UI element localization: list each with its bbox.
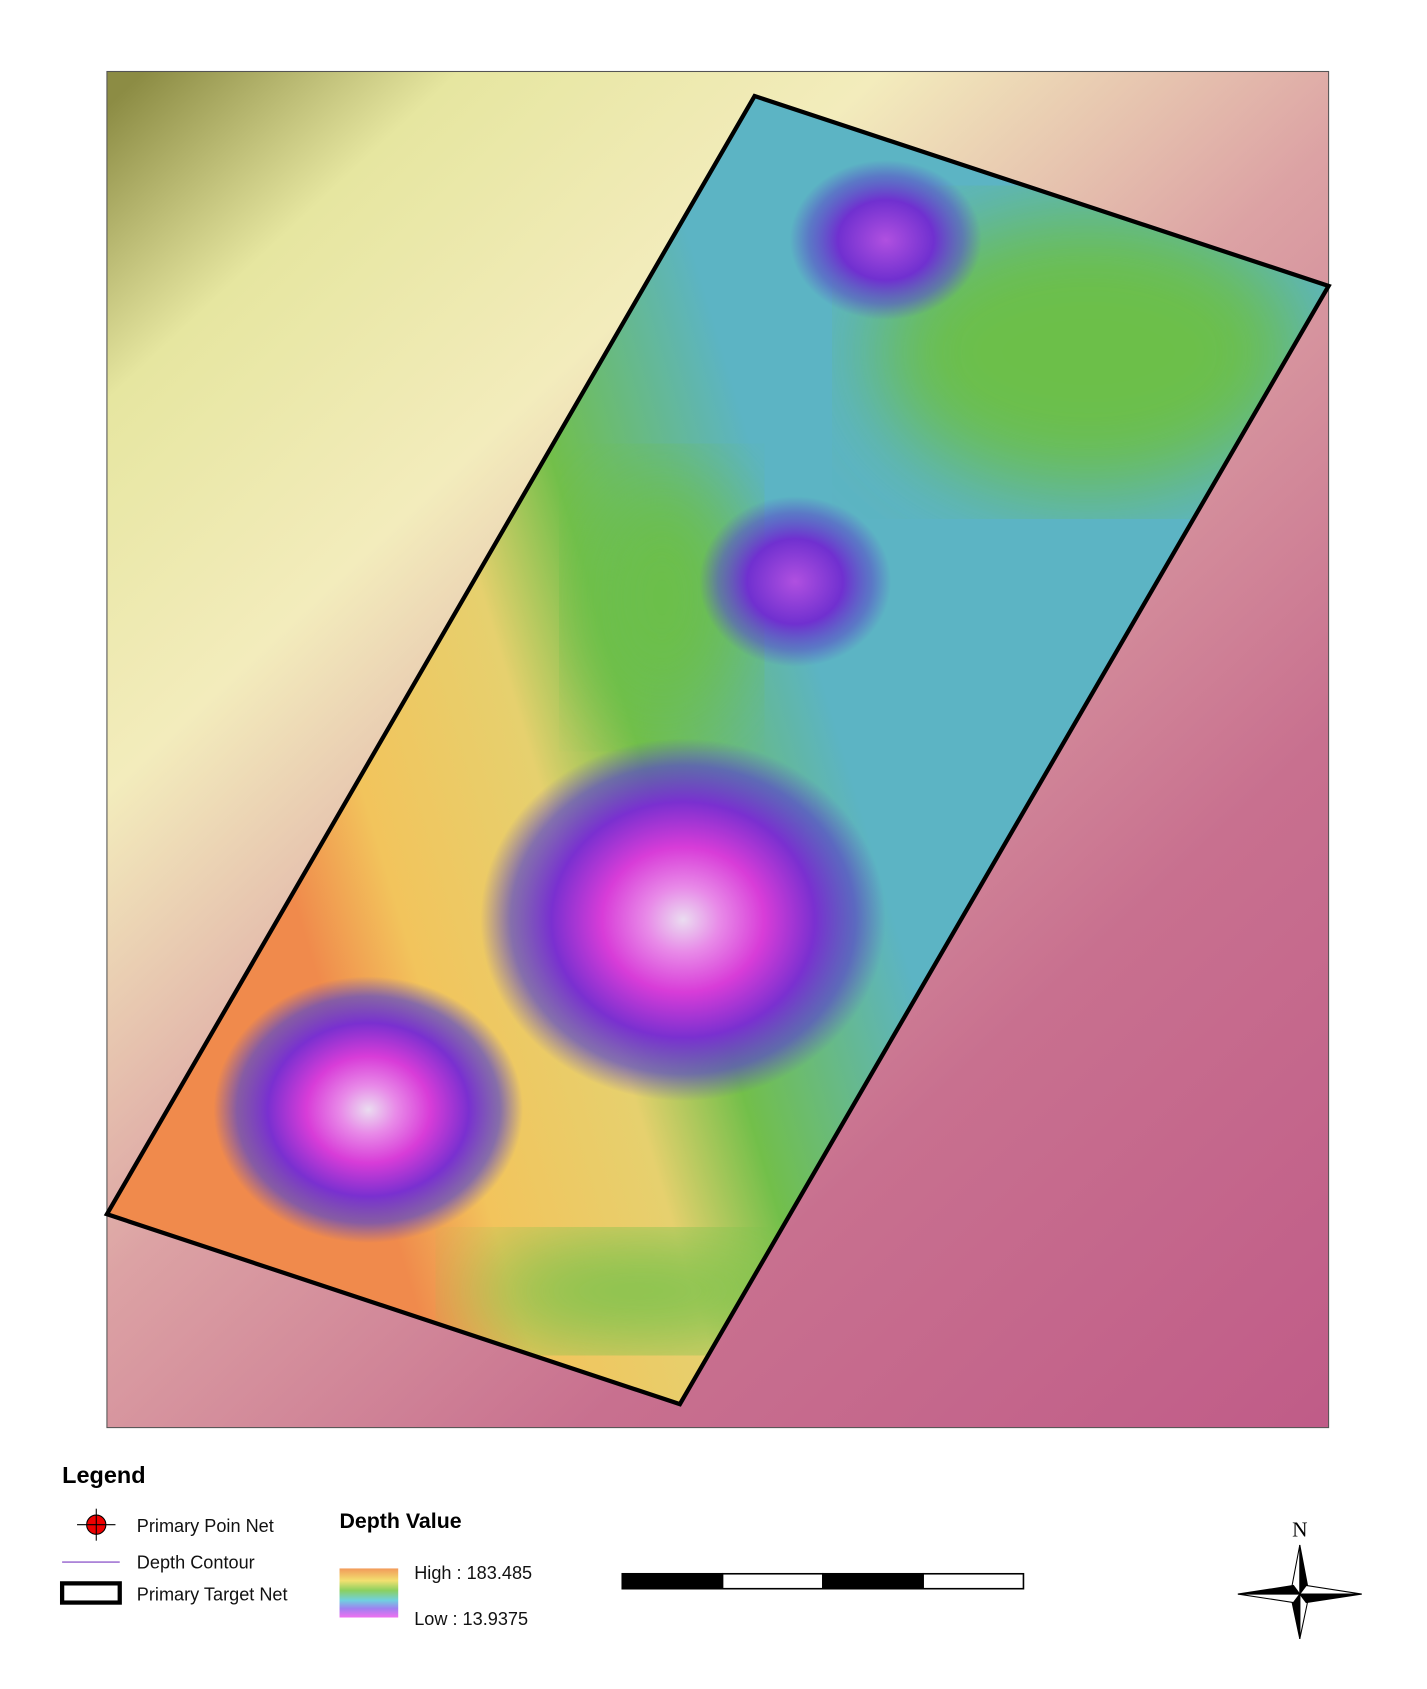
legend-item: Primary Poin Net	[137, 1516, 274, 1536]
ramp-title: Depth Value	[340, 1509, 462, 1533]
north-arrow	[1237, 1544, 1362, 1639]
legend-title: Legend	[62, 1462, 145, 1488]
legend-net-symbol	[59, 1581, 122, 1605]
legend-point-symbol	[77, 1508, 116, 1541]
scale-bar	[621, 1572, 1025, 1590]
target-net-outline	[103, 93, 1332, 1407]
ramp-low: Low : 13.9375	[414, 1609, 528, 1629]
ramp-high: High : 183.485	[414, 1563, 532, 1583]
color-ramp	[339, 1568, 399, 1618]
north-label: N	[1292, 1517, 1307, 1541]
legend-item: Depth Contour	[137, 1552, 255, 1572]
legend-item: Primary Target Net	[137, 1584, 288, 1604]
